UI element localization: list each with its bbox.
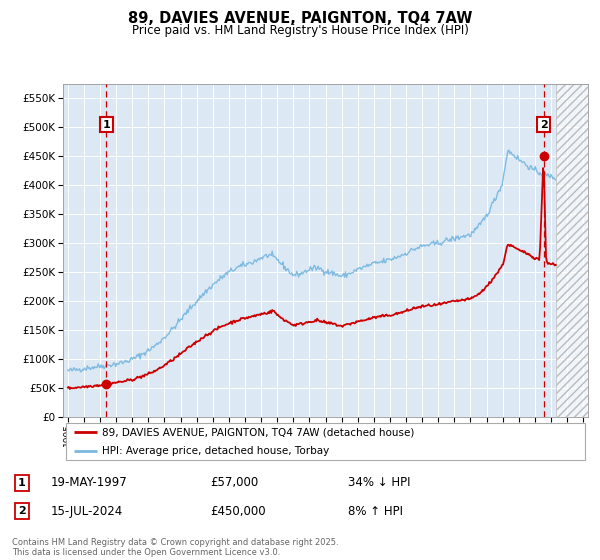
- Text: 8% ↑ HPI: 8% ↑ HPI: [348, 505, 403, 518]
- Text: 34% ↓ HPI: 34% ↓ HPI: [348, 476, 410, 489]
- FancyBboxPatch shape: [65, 423, 586, 460]
- Text: Contains HM Land Registry data © Crown copyright and database right 2025.
This d: Contains HM Land Registry data © Crown c…: [12, 538, 338, 557]
- Text: £450,000: £450,000: [210, 505, 266, 518]
- Text: HPI: Average price, detached house, Torbay: HPI: Average price, detached house, Torb…: [103, 446, 329, 456]
- Text: £57,000: £57,000: [210, 476, 258, 489]
- Text: 19-MAY-1997: 19-MAY-1997: [51, 476, 128, 489]
- Text: 89, DAVIES AVENUE, PAIGNTON, TQ4 7AW (detached house): 89, DAVIES AVENUE, PAIGNTON, TQ4 7AW (de…: [103, 427, 415, 437]
- Text: 1: 1: [102, 120, 110, 129]
- Text: 2: 2: [539, 120, 547, 129]
- Text: 1: 1: [18, 478, 26, 488]
- Text: 89, DAVIES AVENUE, PAIGNTON, TQ4 7AW: 89, DAVIES AVENUE, PAIGNTON, TQ4 7AW: [128, 11, 472, 26]
- Text: 2: 2: [18, 506, 26, 516]
- Text: 15-JUL-2024: 15-JUL-2024: [51, 505, 123, 518]
- Text: Price paid vs. HM Land Registry's House Price Index (HPI): Price paid vs. HM Land Registry's House …: [131, 24, 469, 36]
